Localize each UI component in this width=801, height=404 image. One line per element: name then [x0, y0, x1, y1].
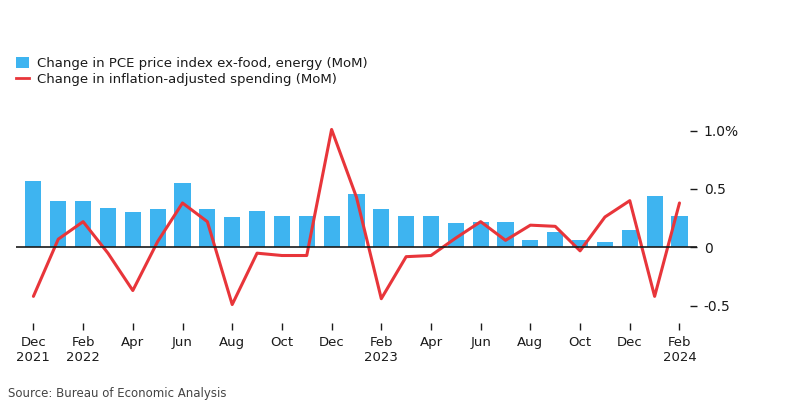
Bar — [249, 211, 265, 247]
Text: Source: Bureau of Economic Analysis: Source: Bureau of Economic Analysis — [8, 387, 227, 400]
Bar — [671, 216, 687, 247]
Bar — [597, 242, 613, 247]
Bar — [572, 240, 588, 247]
Bar — [224, 217, 240, 247]
Bar — [622, 230, 638, 247]
Bar — [274, 216, 290, 247]
Bar — [473, 222, 489, 247]
Bar — [522, 240, 538, 247]
Bar — [125, 213, 141, 247]
Bar — [175, 183, 191, 247]
Bar — [398, 216, 414, 247]
Bar — [75, 201, 91, 247]
Bar — [324, 216, 340, 247]
Bar — [448, 223, 464, 247]
Bar — [199, 209, 215, 247]
Bar — [348, 194, 364, 247]
Bar — [50, 201, 66, 247]
Bar — [26, 181, 42, 247]
Bar — [646, 196, 662, 247]
Bar — [547, 232, 563, 247]
Bar — [150, 209, 166, 247]
Bar — [497, 222, 513, 247]
Bar — [299, 216, 315, 247]
Bar — [423, 216, 439, 247]
Bar — [373, 209, 389, 247]
Bar — [100, 208, 116, 247]
Legend: Change in PCE price index ex-food, energy (MoM), Change in inflation-adjusted sp: Change in PCE price index ex-food, energ… — [16, 57, 368, 86]
